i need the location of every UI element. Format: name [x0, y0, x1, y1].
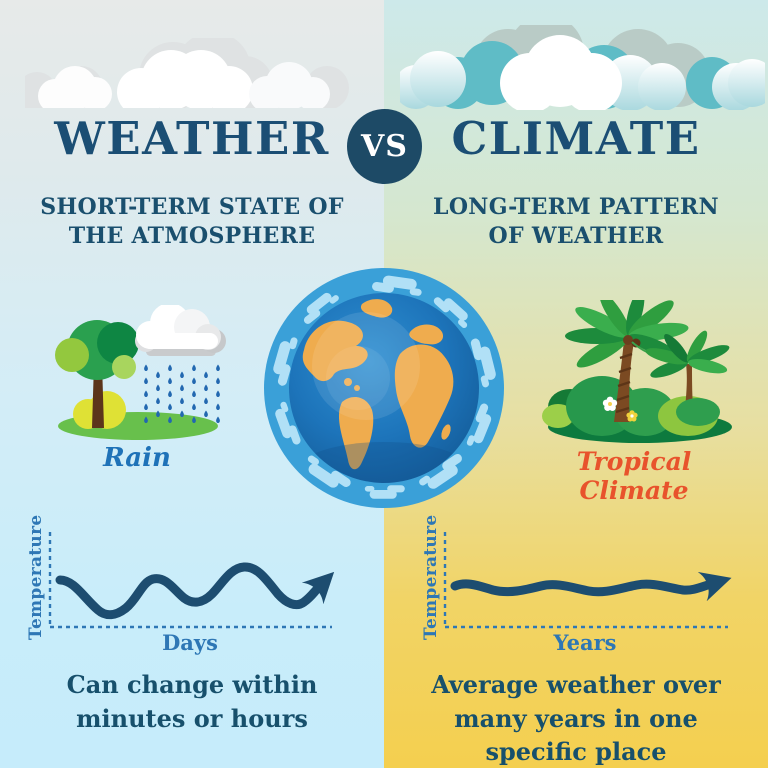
climate-trend-chart — [443, 532, 732, 629]
rain-label: Rain — [103, 443, 171, 473]
weather-trend-chart — [48, 532, 335, 629]
weather-subtitle-line1: SHORT-TERM STATE OF — [40, 194, 344, 220]
vs-label: VS — [361, 129, 408, 164]
wavy-arrow-icon — [55, 562, 335, 620]
weather-caption-line1: Can change within — [66, 670, 318, 699]
tree-icon — [55, 320, 139, 428]
climate-caption-line3: specific place — [485, 737, 667, 767]
climate-title: CLIMATE — [451, 112, 701, 165]
palm-island-icon — [542, 300, 732, 443]
tree-with-rain-cloud-icon — [55, 305, 226, 440]
weather-subtitle-line2: THE ATMOSPHERE — [68, 223, 316, 250]
earth-globe-icon — [264, 268, 504, 508]
climate-caption-line2: many years in one — [454, 703, 698, 733]
weather-caption-line2: minutes or hours — [76, 703, 308, 733]
flower-icon — [602, 396, 638, 422]
climate-caption: Average weather over many years in one s… — [396, 668, 756, 768]
weather-subtitle: SHORT-TERM STATE OF THE ATMOSPHERE — [12, 193, 372, 252]
continents-icon — [302, 299, 454, 470]
climate-subtitle: LONG-TERM PATTERN OF WEATHER — [396, 193, 756, 252]
climate-caption-line1: Average weather over — [431, 670, 721, 699]
climate-subtitle-line2: OF WEATHER — [488, 223, 664, 250]
weather-caption: Can change within minutes or hours — [12, 668, 372, 735]
climate-y-axis-label: Temperature — [421, 514, 441, 640]
palm-tree-icon — [645, 330, 730, 426]
climate-x-axis-label: Years — [553, 630, 617, 655]
rain-cloud-icon — [135, 305, 226, 356]
weather-title: WEATHER — [54, 112, 330, 165]
tropical-climate-label: Tropical Climate — [576, 447, 692, 505]
climate-subtitle-line1: LONG-TERM PATTERN — [433, 194, 719, 220]
vs-badge: VS — [347, 109, 422, 184]
clouds-icon — [25, 38, 349, 108]
weather-y-axis-label: Temperature — [26, 514, 46, 640]
flat-arrow-icon — [450, 571, 732, 602]
clouds-icon — [400, 25, 765, 110]
weather-x-axis-label: Days — [162, 630, 218, 655]
